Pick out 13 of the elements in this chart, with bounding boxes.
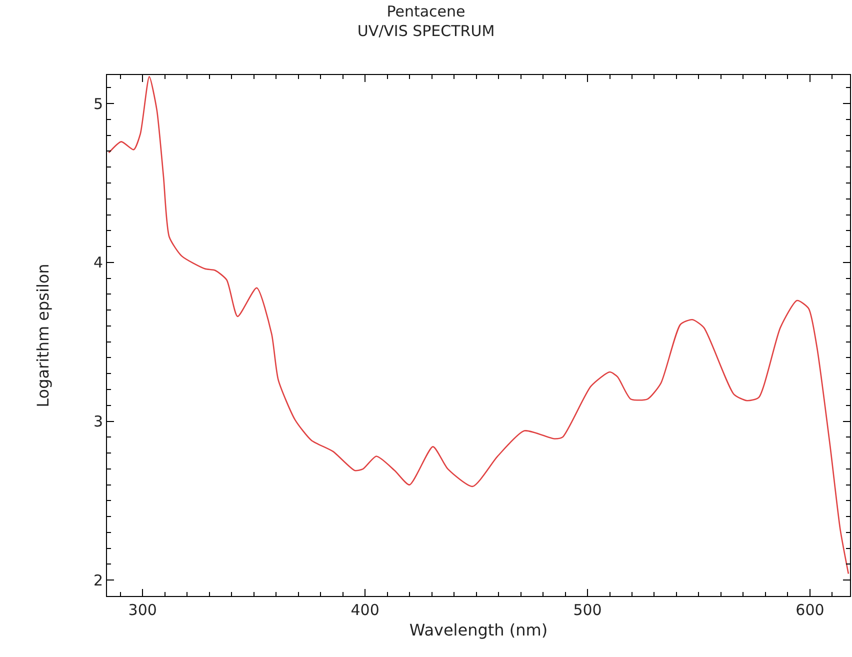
y-tick-label: 5 xyxy=(93,94,103,113)
x-tick-label: 400 xyxy=(350,601,380,619)
y-tick-label: 4 xyxy=(93,254,103,272)
chart-subtitle: UV/VIS SPECTRUM xyxy=(357,22,495,40)
x-axis-title: Wavelength (nm) xyxy=(409,620,548,640)
y-tick-label: 2 xyxy=(93,571,103,590)
x-tick-label: 500 xyxy=(573,601,602,619)
line-series xyxy=(108,76,850,574)
y-tick-label: 3 xyxy=(93,412,103,431)
chart-title: Pentacene xyxy=(386,2,466,20)
x-tick-label: 300 xyxy=(128,601,157,619)
y-axis-title: Logarithm epsilon xyxy=(33,264,52,408)
x-tick-label: 600 xyxy=(796,601,824,619)
